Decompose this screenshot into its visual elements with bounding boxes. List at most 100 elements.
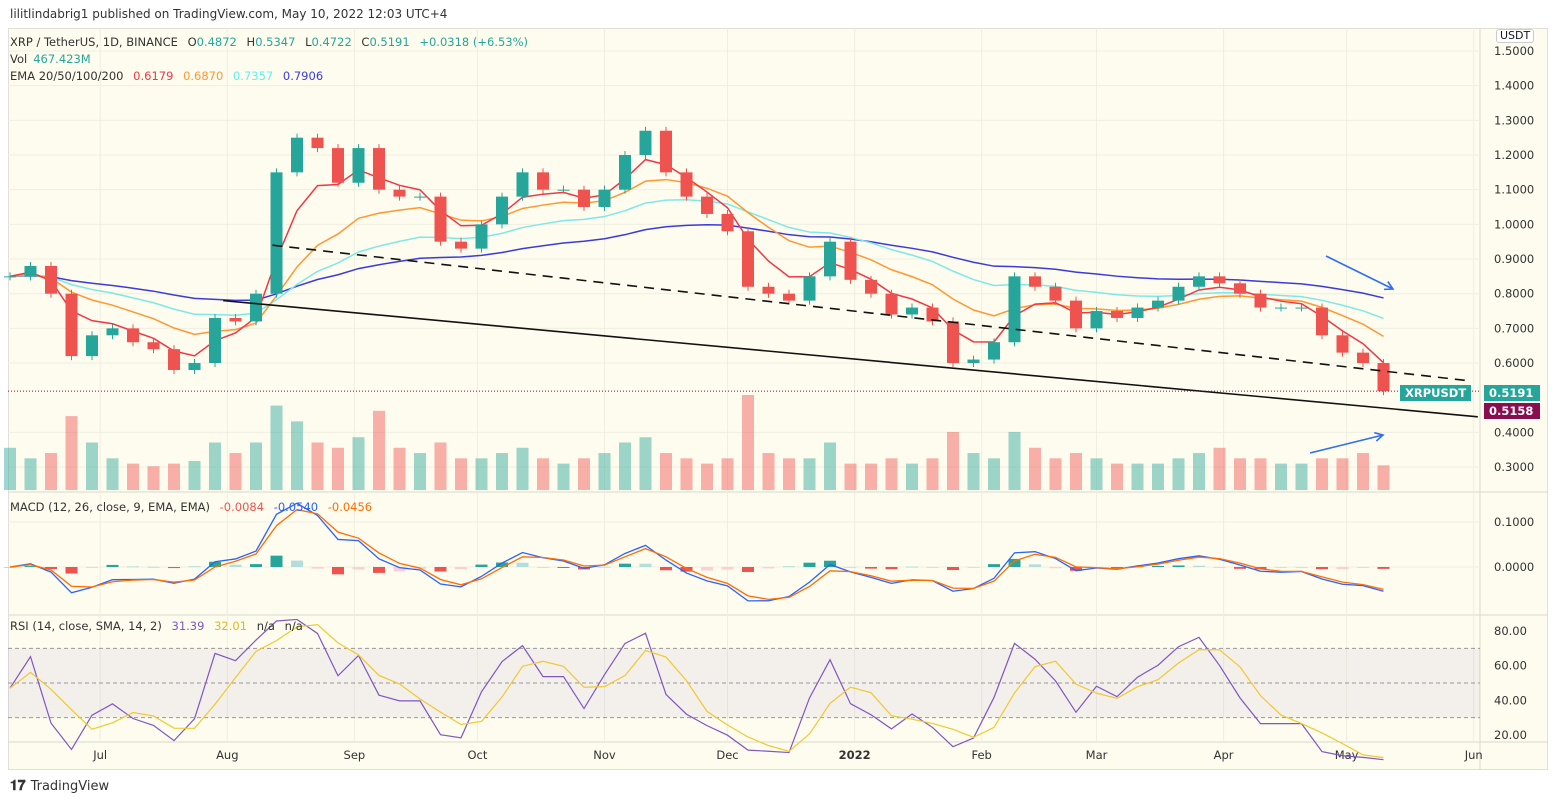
- volume-bar: [1172, 458, 1185, 490]
- volume-bar: [209, 442, 221, 490]
- macd-histogram-bar: [1254, 567, 1267, 570]
- annotation-arrow-down: [1325, 255, 1394, 290]
- volume-bar: [1131, 463, 1144, 490]
- high-value: 0.5347: [255, 35, 296, 49]
- candle: [188, 363, 201, 370]
- volume-bar: [1234, 458, 1246, 490]
- macd-tick-label: 0.1000: [1494, 515, 1534, 529]
- candle: [967, 359, 980, 364]
- candle: [742, 231, 754, 287]
- macd-histogram-bar: [701, 567, 713, 571]
- candle: [1275, 307, 1287, 309]
- macd-histogram-bar: [721, 567, 734, 570]
- candle: [270, 172, 283, 294]
- macd-histogram-bar: [455, 567, 467, 570]
- macd-histogram-bar: [516, 562, 529, 567]
- candle: [619, 155, 631, 190]
- candle: [4, 276, 16, 278]
- price-tick-label: 0.7000: [1494, 321, 1534, 335]
- candle: [250, 293, 262, 322]
- macd-histogram-bar: [352, 567, 365, 570]
- macd-histogram-bar: [4, 567, 16, 568]
- tradingview-logo[interactable]: 𝟏𝟕 TradingView: [10, 778, 110, 794]
- macd-histogram-bar: [803, 562, 816, 567]
- price-tick-label: 1.2000: [1494, 148, 1534, 162]
- rsi-value: 31.39: [171, 619, 205, 633]
- high-label: H: [246, 35, 256, 49]
- candle: [537, 172, 549, 190]
- candle: [311, 137, 324, 149]
- volume-bar: [229, 453, 242, 490]
- macd-histogram-bar: [291, 560, 303, 567]
- candle: [352, 148, 365, 183]
- volume-bar: [414, 453, 426, 490]
- candle: [701, 196, 713, 214]
- volume-bar: [1377, 465, 1390, 490]
- time-tick-label: Sep: [344, 748, 366, 762]
- volume-bar: [1193, 453, 1205, 490]
- candle: [1377, 363, 1390, 392]
- ema20-line: [9, 158, 1385, 364]
- macd-histogram-bar: [783, 566, 795, 568]
- candle: [1152, 300, 1164, 308]
- currency-button[interactable]: USDT: [1496, 29, 1535, 43]
- candle: [496, 196, 508, 225]
- rsi-tick-label: 20.00: [1494, 728, 1527, 742]
- candle: [824, 241, 836, 277]
- price-tick-label: 1.1000: [1494, 183, 1534, 197]
- candle: [45, 265, 57, 294]
- volume-bar: [926, 458, 939, 490]
- volume-bar: [537, 458, 549, 490]
- volume-bar: [373, 410, 385, 490]
- price-tick-label: 0.8000: [1494, 287, 1534, 301]
- volume-bar: [1070, 453, 1082, 490]
- candle: [1008, 276, 1021, 343]
- macd-histogram-bar: [332, 567, 344, 575]
- volume-bar: [65, 416, 78, 490]
- rsi-ma-value: 32.01: [214, 619, 248, 633]
- candle: [783, 293, 795, 301]
- candle: [168, 349, 180, 370]
- volume-bar: [311, 442, 324, 490]
- rsi-legend: RSI (14, close, SMA, 14, 2) 31.39 32.01 …: [10, 619, 309, 633]
- candle: [86, 335, 98, 357]
- volume-bar: [865, 463, 877, 490]
- candle: [455, 241, 467, 249]
- candle: [1070, 300, 1082, 329]
- candle: [1111, 311, 1123, 318]
- macd-histogram-bar: [988, 564, 1000, 567]
- candle: [516, 172, 529, 197]
- volume-bar: [803, 458, 816, 490]
- macd-signal-value: -0.0456: [327, 500, 373, 514]
- macd-histogram-bar: [1213, 567, 1226, 568]
- volume-bar: [721, 458, 734, 490]
- macd-histogram-bar: [557, 567, 570, 568]
- candle: [865, 279, 877, 294]
- ema-legend: EMA 20/50/100/200 0.6179 0.6870 0.7357 0…: [10, 69, 329, 83]
- volume-bar: [332, 447, 344, 490]
- volume-bar: [188, 460, 201, 490]
- volume-bar: [783, 458, 795, 490]
- candle: [1131, 307, 1144, 318]
- candle: [680, 172, 693, 197]
- macd-histogram-bar: [373, 567, 385, 573]
- volume-bar: [291, 421, 303, 490]
- symbol-label[interactable]: XRP / TetherUS, 1D, BINANCE: [10, 35, 178, 49]
- volume-bar: [885, 458, 898, 490]
- rsi-na-2: n/a: [284, 619, 303, 633]
- macd-histogram-bar: [885, 567, 898, 570]
- candle: [209, 317, 221, 364]
- volume-bar: [270, 405, 283, 490]
- close-label: C: [361, 35, 370, 49]
- change-value: +0.0318 (+6.53%): [419, 35, 529, 49]
- volume-bar: [45, 453, 57, 490]
- volume-bar: [147, 466, 160, 490]
- macd-histogram-bar: [680, 567, 693, 572]
- volume-bar: [127, 463, 139, 490]
- volume-bar: [352, 437, 365, 490]
- candle: [475, 224, 488, 249]
- macd-histogram-bar: [1193, 565, 1205, 567]
- volume-bar: [660, 453, 672, 490]
- volume-bar: [639, 437, 652, 490]
